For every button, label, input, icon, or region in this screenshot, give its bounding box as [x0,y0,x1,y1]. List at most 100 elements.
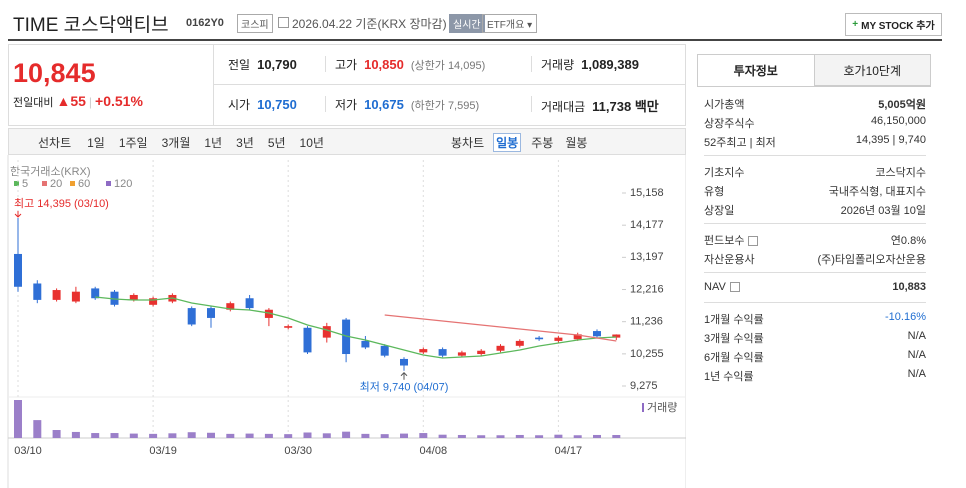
candle-body [400,358,408,366]
divider [531,96,532,112]
info-label-text: 1개월 수익률 [704,314,764,326]
quote-cell: 전일 10,790 [228,56,297,73]
info-row: 1년 수익률 N/A [704,368,926,384]
candle-body [52,290,61,300]
volume-bar [33,420,42,438]
info-icon [748,236,759,247]
info-value: 5,005억원 [878,99,926,111]
y-tick-label: 15,158 [630,187,664,199]
info-row: 52주최고 | 최저 14,395 | 9,740 [704,134,926,150]
ma-line [95,296,617,359]
volume-bar [110,433,119,438]
period-tab[interactable]: 1년 [204,136,223,150]
period-tab[interactable]: 3년 [236,136,254,150]
cell-value: 10,790 [257,57,297,72]
market-badge: 코스피 [237,14,273,33]
period-tabs: 선차트 1일 1주일 3개월 1년 3년 5년 10년 [38,134,338,151]
candle-body [554,337,563,341]
cell-label: 거래량 [541,58,575,72]
title: TIME 코스닥액티브 [13,15,169,36]
volume-bar [129,433,138,438]
volume-bar [284,434,293,438]
info-tab[interactable]: 투자정보 [698,55,814,86]
info-row: 상장일 2026년 03월 10일 [704,202,926,218]
info-row: 유형 국내주식형, 대표지수 [704,183,926,199]
annotation-arrow [14,211,22,218]
info-value: N/A [907,349,926,361]
period-tab[interactable]: 3개월 [161,136,191,150]
mystock-button[interactable]: + MY STOCK 추가 [845,13,942,36]
info-separator [704,272,926,273]
info-row: 기초지수 코스닥지수 [704,164,926,180]
overview-button[interactable]: ETF개요 ▾ [482,14,538,33]
info-row: NAV 10,883 [704,281,926,293]
volume-bar [496,435,505,438]
calendar-icon [278,17,289,28]
period-tab[interactable]: 1주일 [118,136,148,150]
candle-body [91,288,100,299]
volume-bar [612,435,621,438]
candle-body [207,308,215,318]
legend-label: 20 [50,178,62,190]
legend-swatch [14,181,19,186]
legend-swatch [70,181,75,186]
info-row: 시가총액 5,005억원 [704,96,926,112]
change: 55 [70,93,86,109]
volume-bar [52,430,61,438]
annotation: 최고 14,395 (03/10) [14,197,109,210]
mystock-label: MY STOCK 추가 [861,21,935,32]
volume-bar [226,433,235,438]
info-row: 1개월 수익률 -10.16% [704,311,926,327]
change-pct: +0.51% [95,93,143,109]
info-label: 시가총액 [704,96,744,112]
info-label-text: 상장주식수 [704,118,755,130]
candle-body [264,309,273,318]
divider [325,56,326,72]
candle-body [457,352,466,356]
period-tab[interactable]: 5년 [267,136,286,150]
candle-tab[interactable]: 주봉 [531,136,554,150]
candle-tab[interactable]: 월봉 [565,136,588,150]
candle-body [33,283,42,300]
volume-bar [593,434,601,438]
info-label: 6개월 수익률 [704,349,764,365]
x-tick-label: 04/17 [555,445,583,457]
info-value: -10.16% [885,311,926,323]
divider [531,56,532,72]
info-row: 자산운용사 (주)타임폴리오자산운용 [704,251,926,267]
info-row: 상장주식수 46,150,000 [704,115,926,131]
volume-bar [322,433,331,438]
info-label-text: 시가총액 [704,99,745,111]
candle-body [322,326,331,338]
y-tick-label: 13,197 [630,251,664,263]
info-label: 상장일 [704,202,734,218]
info-separator [704,302,926,303]
info-label: 1년 수익률 [704,368,754,384]
candle-body [419,349,428,353]
volume-bar [573,435,582,438]
legend-label: 60 [78,178,90,190]
x-tick-label: 03/19 [149,445,177,457]
period-tab: 선차트 [38,136,72,150]
y-tick-label: 12,216 [630,283,664,295]
period-tab[interactable]: 10년 [299,136,324,150]
quote-cell: 시가 10,750 [228,96,297,113]
tab-bar [8,128,686,155]
period-tab[interactable]: 1일 [87,136,105,150]
info-tab[interactable]: 호가10단계 [813,55,930,86]
info-separator [704,155,926,156]
candle-body [515,340,524,346]
candle-body [361,340,370,348]
candle-tab[interactable]: 일봉 [493,133,522,152]
realtime-badge[interactable]: 실시간 [449,14,485,33]
info-label: 상장주식수 [704,115,755,131]
cell-label: 전일 [228,58,251,72]
info-value: N/A [907,330,926,342]
volume-bar [187,432,196,438]
candle-body [438,349,447,356]
candle-body [149,298,158,305]
candle-body [245,298,254,309]
quote-cell: 고가 10,850 (상한가 14,095) [335,56,485,73]
legend-swatch [106,181,111,186]
info-value: 46,150,000 [870,115,926,127]
